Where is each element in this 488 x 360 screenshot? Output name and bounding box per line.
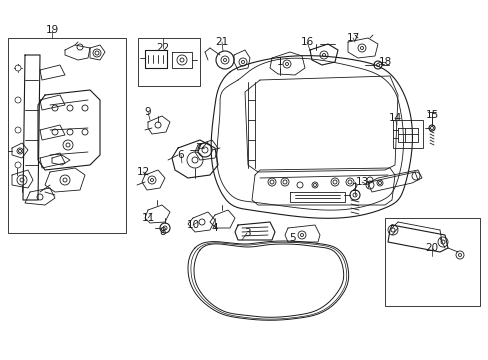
Bar [8,38,126,233]
Text: 10: 10 [186,220,199,230]
Text: 21: 21 [215,37,228,47]
Text: 6: 6 [177,150,184,160]
Text: 1: 1 [276,57,283,67]
Text: 7: 7 [194,143,201,153]
Text: 15: 15 [425,110,438,120]
Text: 4: 4 [211,223,218,233]
Bar [384,218,479,306]
Text: 19: 19 [45,25,59,35]
Text: 14: 14 [387,113,401,123]
Text: 9: 9 [144,107,151,117]
Text: 18: 18 [378,57,391,67]
Text: 13: 13 [355,177,368,187]
Text: 5: 5 [289,233,296,243]
Bar [138,38,200,86]
Bar [392,120,422,148]
Text: 8: 8 [160,227,166,237]
Text: 20: 20 [425,243,438,253]
Text: 3: 3 [243,228,250,238]
Text: 17: 17 [346,33,359,43]
Text: 22: 22 [156,43,169,53]
Text: 16: 16 [300,37,313,47]
Text: 2: 2 [351,183,358,193]
Text: 12: 12 [136,167,149,177]
Text: 11: 11 [141,213,154,223]
